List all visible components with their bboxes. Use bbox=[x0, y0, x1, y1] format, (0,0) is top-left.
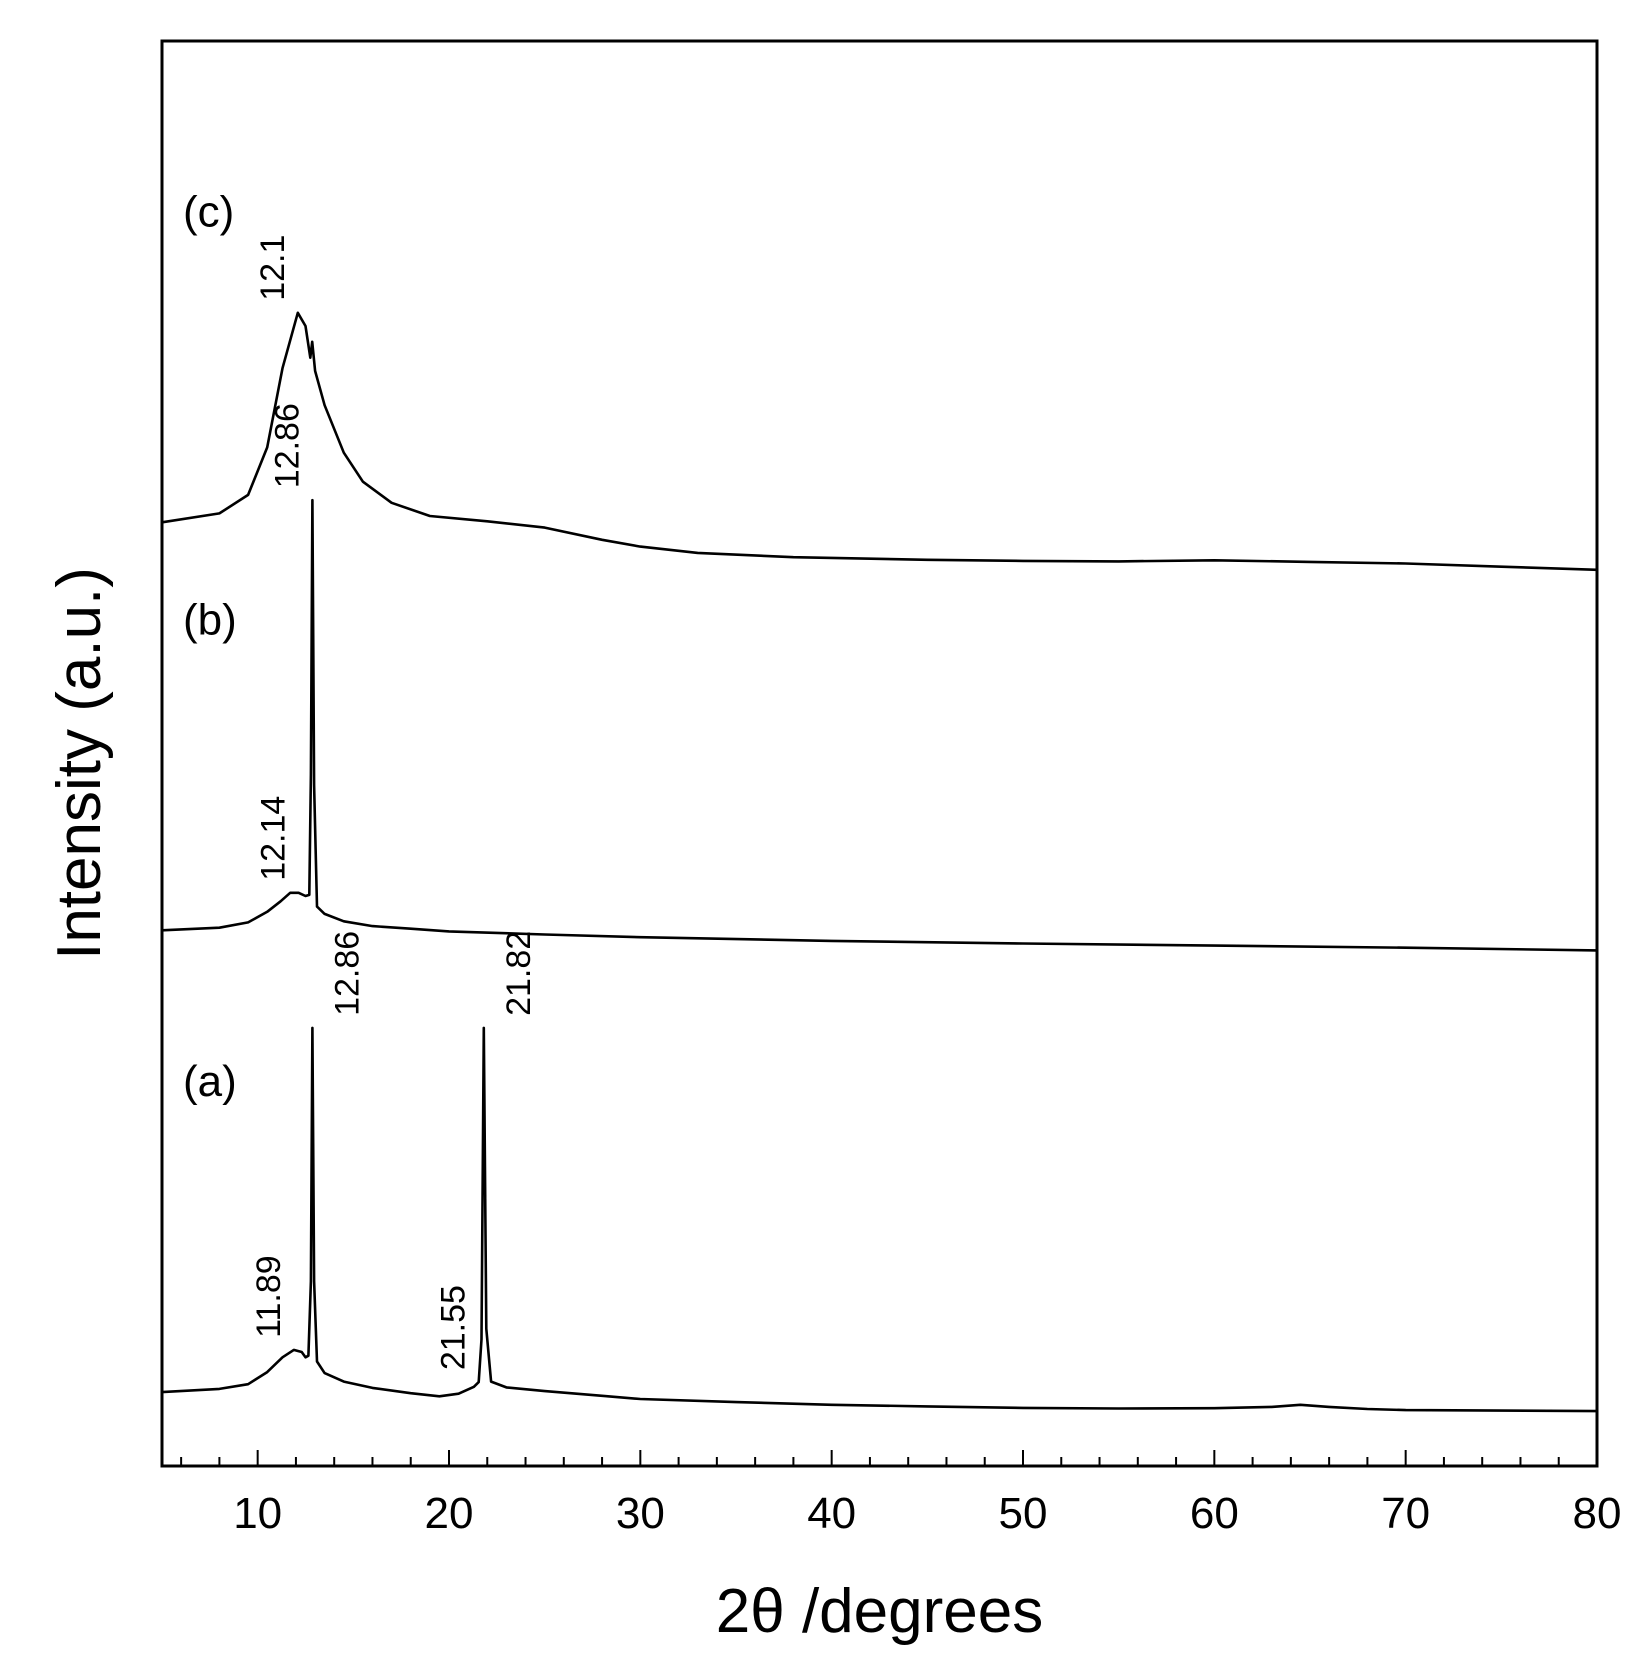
y-axis-title: Intensity (a.u.) bbox=[45, 567, 114, 960]
peak-label-a-0: 11.89 bbox=[250, 1255, 288, 1338]
x-tick-label: 60 bbox=[1190, 1489, 1239, 1538]
peak-label-c-6: 12.1 bbox=[254, 235, 292, 301]
series-line-b bbox=[161, 498, 1598, 952]
x-tick-label: 70 bbox=[1381, 1489, 1430, 1538]
x-axis-title: 2θ /degrees bbox=[716, 1577, 1043, 1646]
x-axis-tick-labels: 10 20 30 40 50 60 70 80 bbox=[233, 1489, 1621, 1538]
peak-label-b-4: 12.14 bbox=[255, 796, 293, 881]
x-axis-ticks bbox=[180, 1450, 1598, 1466]
x-tick-label: 80 bbox=[1573, 1489, 1622, 1538]
peak-labels: 11.89 12.86 21.55 21.82 12.14 12.86 12.1 bbox=[250, 235, 538, 1371]
plot-frame bbox=[160, 39, 1599, 1468]
peak-label-b-5: 12.86 bbox=[268, 403, 306, 488]
series-traces bbox=[161, 311, 1598, 1413]
peak-label-a-2: 21.55 bbox=[435, 1285, 473, 1370]
peak-label-a-3: 21.82 bbox=[500, 931, 538, 1016]
series-line-c bbox=[161, 311, 1598, 572]
series-tags: (a) (b) (c) bbox=[183, 187, 237, 1106]
series-tag-a: (a) bbox=[183, 1057, 237, 1106]
x-tick-label: 10 bbox=[233, 1489, 282, 1538]
series-tag-b: (b) bbox=[183, 595, 237, 644]
x-tick-label: 20 bbox=[425, 1489, 474, 1538]
series-tag-c: (c) bbox=[183, 187, 234, 236]
x-tick-label: 30 bbox=[616, 1489, 665, 1538]
series-line-a bbox=[161, 1026, 1598, 1413]
x-tick-label: 40 bbox=[807, 1489, 856, 1538]
x-tick-label: 50 bbox=[999, 1489, 1048, 1538]
peak-label-a-1: 12.86 bbox=[328, 931, 366, 1016]
